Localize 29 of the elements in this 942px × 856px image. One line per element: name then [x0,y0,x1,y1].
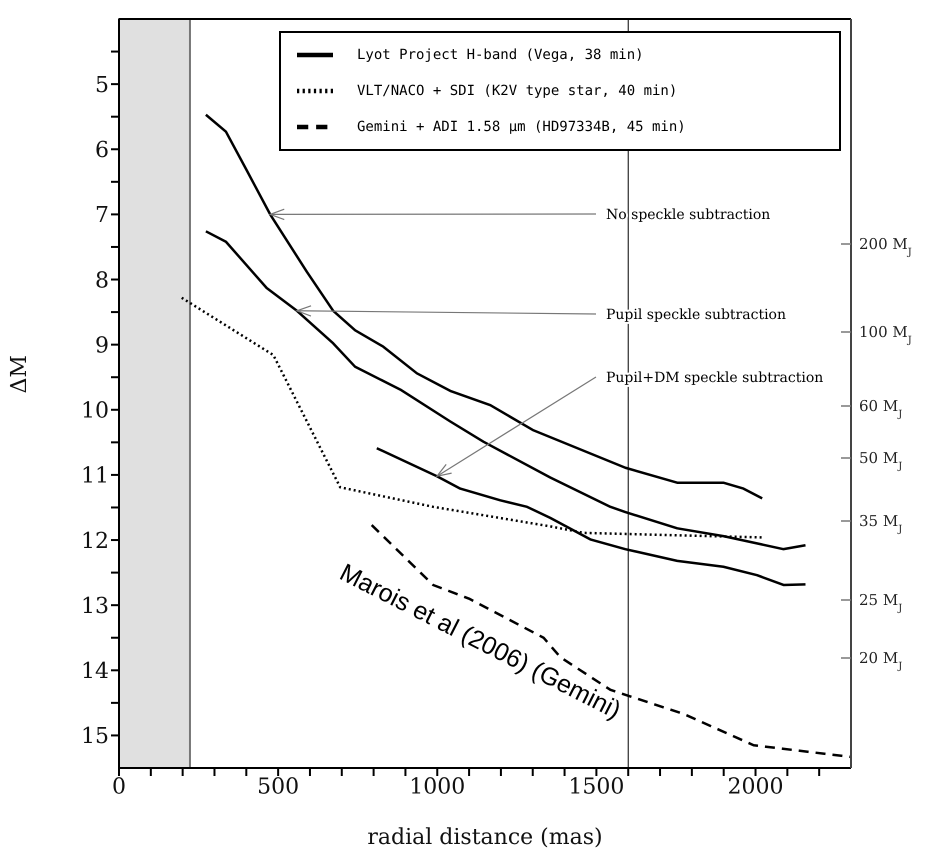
y-tick-label: 8 [95,268,109,294]
y-tick-label: 5 [95,72,109,98]
text: 20 M$_{J}$ [859,649,902,672]
x-tick-label: 1000 [409,774,466,800]
y-tick-label: 10 [81,398,109,424]
text: 200 M$_{J}$ [859,235,912,258]
x-tick-label: 500 [257,774,300,800]
y-tick-label: 6 [95,138,109,164]
x-tick-label: 2000 [728,774,784,800]
x-tick-label: 1500 [568,774,624,800]
x-tick-label: 0 [112,774,126,800]
y-tick-label: 12 [81,528,109,554]
y-axis-title: ΔM [6,355,32,394]
legend-label: Gemini + ADI 1.58 μm (HD97334B, 45 min) [357,118,686,135]
text: 100 M$_{J}$ [859,323,912,346]
annotation: No speckle subtraction [606,207,770,223]
y-tick-label: 11 [81,464,109,489]
y-tick-label: 15 [81,724,109,750]
legend-label: VLT/NACO + SDI (K2V type star, 40 min) [357,82,678,99]
y-tick-label: 7 [95,203,109,228]
legend-label: Lyot Project H-band (Vega, 38 min) [357,46,644,63]
y-tick-label: 14 [81,659,109,684]
text: 35 M$_{J}$ [859,512,902,534]
x-axis-title: radial distance (mas) [367,825,603,850]
text: 25 M$_{J}$ [859,591,902,614]
text: 60 M$_{J}$ [859,397,902,420]
text: 50 M$_{J}$ [859,449,902,472]
y-tick-label: 9 [95,333,109,358]
y-tick-label: 13 [81,594,109,619]
